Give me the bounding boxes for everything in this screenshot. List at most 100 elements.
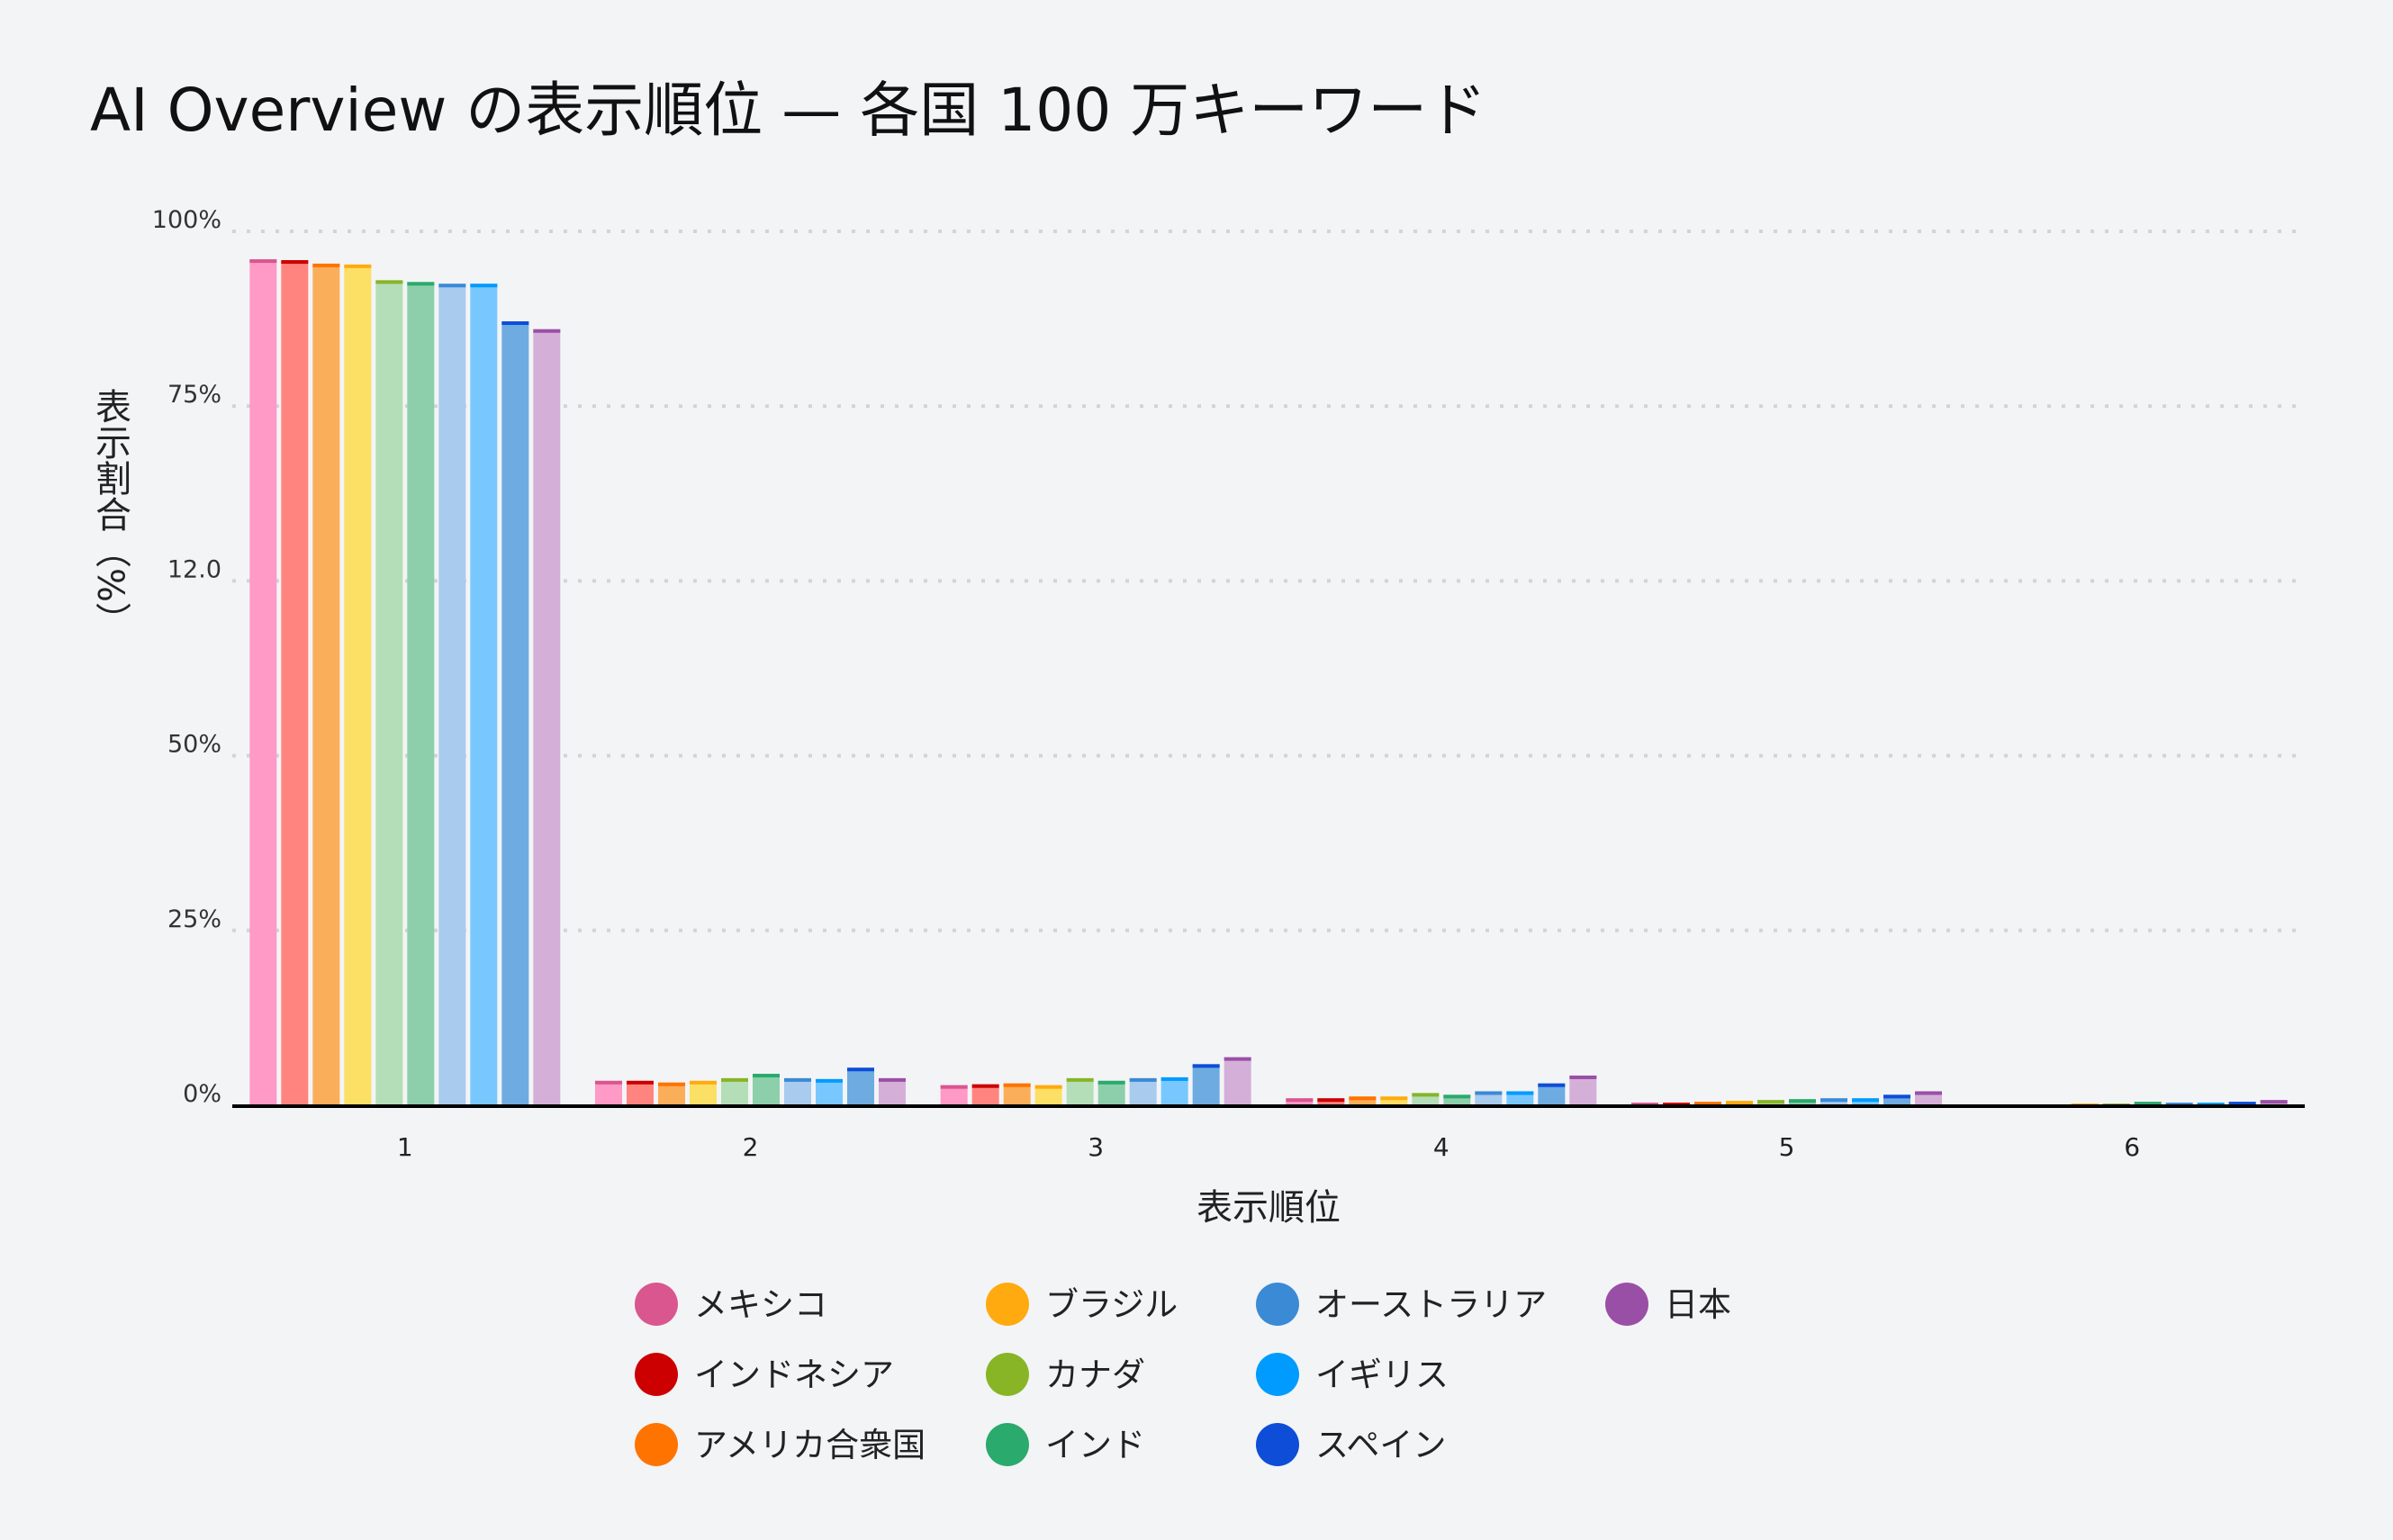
bar-cap [690,1080,717,1085]
bar [1443,1094,1471,1105]
bar-cap [1538,1083,1566,1087]
bar-cap [971,1084,999,1088]
legend-label: メキシコ [694,1285,827,1324]
bar-body [1003,1083,1031,1105]
legend-item[interactable]: インド [986,1423,1145,1466]
bar-body [1569,1075,1597,1105]
bar-body [753,1074,780,1105]
bar [1380,1096,1408,1105]
bar [1506,1091,1534,1105]
bar-cap [1224,1057,1251,1061]
y-axis-label: 表示割合（%） [89,388,131,638]
x-tick-label: 1 [397,1132,413,1162]
legend-swatch [635,1353,678,1396]
legend-label: インド [1045,1426,1145,1464]
bar-cap [1443,1094,1471,1099]
bar-cap [1820,1098,1847,1103]
bar [281,260,309,1106]
bar-cap [2228,1102,2256,1105]
bar-cap [1569,1075,1597,1079]
x-tick-label: 5 [1779,1132,1795,1162]
bar-cap [1475,1091,1503,1095]
y-tick-label: 25% [167,905,221,933]
chart-title: AI Overview の表示順位 — 各国 100 万キーワード [90,76,1486,145]
bar-body [281,260,309,1106]
bar-body [533,329,561,1105]
bar-cap [1852,1098,1879,1103]
bar-body [1538,1083,1566,1105]
bar [627,1080,654,1105]
bar [1317,1098,1345,1105]
bar-body [249,259,277,1105]
bar-cap [375,280,403,284]
bar-body [438,284,466,1105]
bar-body [1129,1077,1157,1105]
x-tick-label: 6 [2124,1132,2140,1162]
bar-body [1224,1057,1251,1105]
bar [1852,1098,1879,1105]
bar-cap [721,1077,748,1082]
legend-item[interactable]: インドネシア [635,1353,894,1396]
bar-cap [2197,1103,2225,1105]
bar-cap [1631,1103,1658,1105]
bar-cap [312,263,340,267]
bar [249,259,277,1105]
legend-label: ブラジル [1045,1285,1178,1324]
bar-cap [1192,1064,1220,1068]
legend-item[interactable]: アメリカ合衆国 [635,1423,926,1466]
bar [1663,1103,1690,1105]
bar [533,329,561,1105]
bar-cap [2134,1102,2162,1105]
bar [879,1077,906,1105]
bar-cap [1506,1091,1534,1095]
legend-item[interactable]: カナダ [986,1353,1145,1396]
bar-cap [753,1074,780,1078]
bar [1286,1098,1314,1105]
bar [1789,1099,1816,1105]
legend-item[interactable]: オーストラリア [1256,1283,1547,1326]
bar-body [847,1067,874,1105]
legend-label: インドネシア [694,1355,894,1394]
bars [249,259,2288,1106]
x-tick-label: 2 [743,1132,759,1162]
bar-body [690,1080,717,1105]
bar-cap [470,284,498,288]
bar [1538,1083,1566,1105]
bar-body [627,1080,654,1105]
x-axis-label: 表示順位 [1196,1187,1341,1229]
bar-cap [658,1082,685,1086]
bar-cap [1412,1093,1440,1097]
bar-cap [1663,1103,1690,1105]
bar-body [879,1077,906,1105]
legend-item[interactable]: 日本 [1605,1283,1731,1326]
legend-label: イギリス [1315,1355,1449,1394]
bar-body [1034,1085,1062,1105]
bar-body [375,280,403,1106]
bar [1883,1094,1910,1105]
bar [1726,1101,1753,1105]
bar [1160,1076,1188,1105]
bar-cap [1034,1085,1062,1089]
legend-item[interactable]: メキシコ [635,1283,827,1326]
legend-item[interactable]: ブラジル [986,1283,1178,1326]
bar [1694,1102,1721,1105]
legend-item[interactable]: スペイン [1256,1423,1446,1466]
bar-cap [501,321,529,326]
bar-body [658,1082,685,1105]
y-tick-label: 12.0 [167,555,221,583]
bar-cap [438,284,466,288]
bar-cap [1694,1102,1721,1105]
bar-cap [281,260,309,265]
bar [784,1077,811,1105]
bar [1097,1080,1125,1105]
bar-cap [533,329,561,333]
bar [658,1082,685,1105]
legend-swatch [635,1423,678,1466]
bar [2197,1103,2225,1105]
bar [1915,1091,1942,1105]
bar [470,284,498,1105]
legend-item[interactable]: イギリス [1256,1353,1449,1396]
bar-body [344,264,372,1105]
bar-cap [1286,1098,1314,1103]
bar [1475,1091,1503,1105]
